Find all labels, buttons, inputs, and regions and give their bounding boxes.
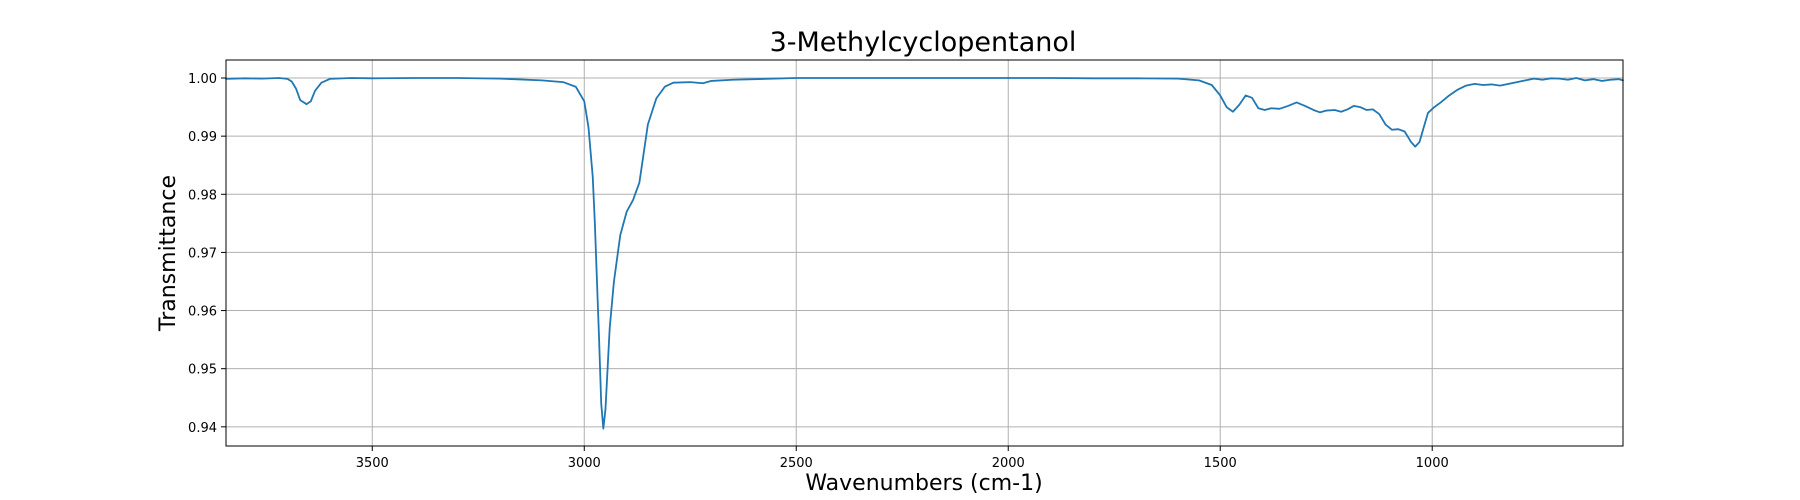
x-tick-label: 3500: [356, 456, 389, 471]
plot-area: [225, 77, 1624, 430]
x-tick-label: 1000: [1416, 456, 1449, 471]
y-tick-label: 1.00: [188, 72, 217, 87]
x-axis-label: Wavenumbers (cm-1): [805, 471, 1042, 496]
x-tick-label: 2500: [780, 456, 813, 471]
y-axis: 0.94 0.95 0.96 0.97 0.98 0.99 1.00: [188, 72, 226, 436]
grid: [226, 60, 1623, 446]
y-tick-label: 0.97: [188, 246, 217, 261]
chart-title: 3-Methylcyclopentanol: [770, 27, 1077, 58]
spectrum-line: [225, 77, 1624, 430]
plot-frame: [225, 59, 1624, 447]
y-tick-label: 0.95: [188, 363, 217, 378]
y-axis-label: Transmittance: [156, 175, 181, 332]
x-tick-label: 2000: [992, 456, 1025, 471]
y-tick-label: 0.99: [188, 130, 217, 145]
y-tick-label: 0.98: [188, 188, 217, 203]
x-axis: 3500 3000 2500 2000 1500 1000: [356, 446, 1449, 471]
x-tick-label: 1500: [1204, 456, 1237, 471]
y-tick-label: 0.96: [188, 305, 217, 320]
x-tick-label: 3000: [568, 456, 601, 471]
y-tick-label: 0.94: [188, 421, 217, 436]
